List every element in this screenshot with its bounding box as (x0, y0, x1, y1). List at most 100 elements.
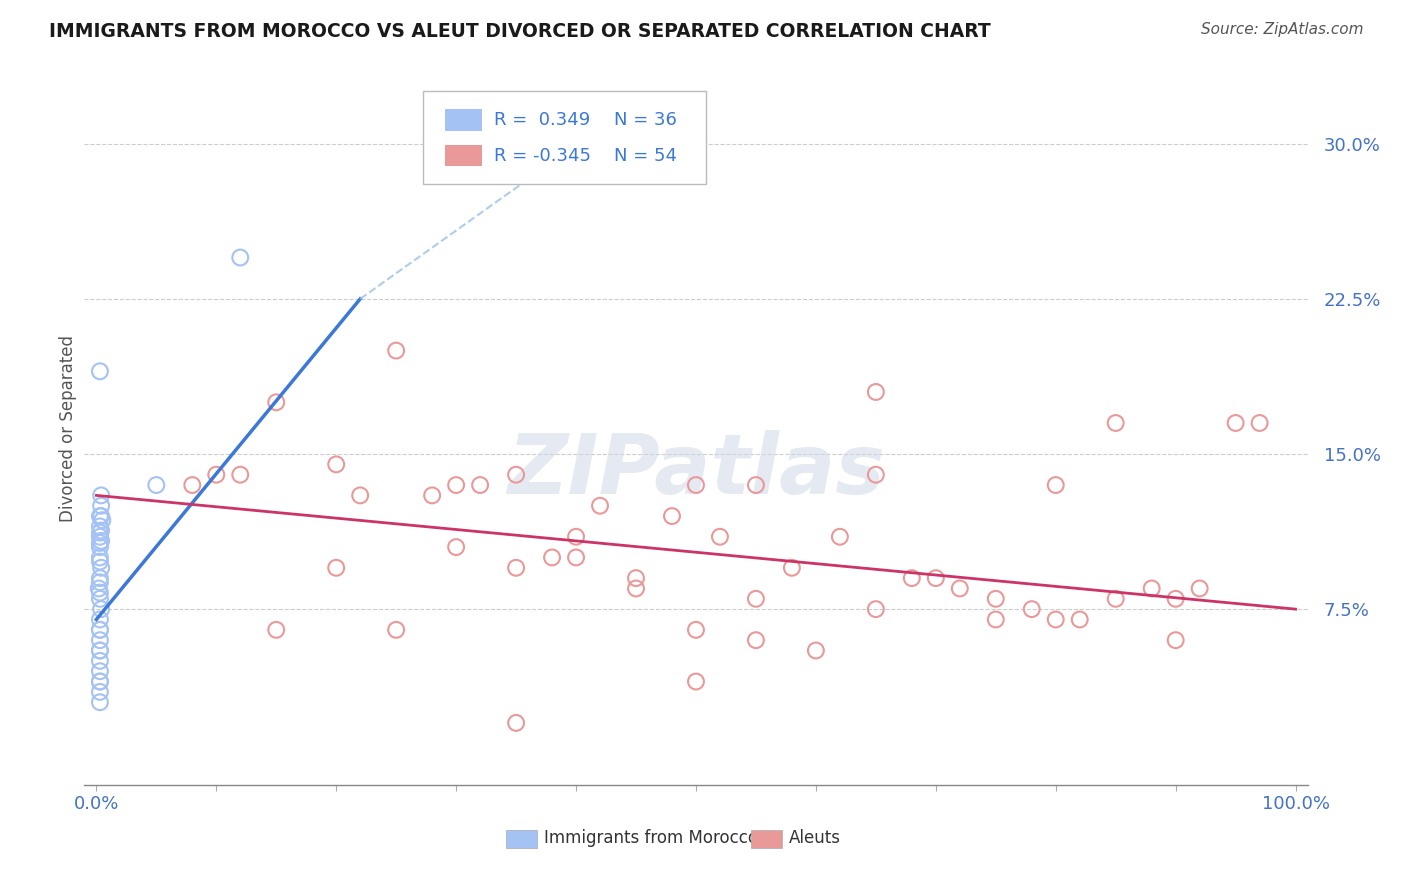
Point (505, 561, 527, 575)
Point (1225, 416, 1247, 430)
Point (89, 633, 111, 648)
Point (444, 540, 467, 554)
Point (949, 582, 972, 596)
Point (745, 591, 768, 606)
Text: Source: ZipAtlas.com: Source: ZipAtlas.com (1201, 22, 1364, 37)
Point (90, 561, 112, 575)
Point (349, 488, 371, 502)
Point (1021, 602, 1043, 616)
Text: R = -0.345: R = -0.345 (494, 146, 591, 164)
Point (264, 395, 287, 409)
Point (87, 582, 110, 596)
Point (90, 533, 112, 548)
Point (90, 499, 112, 513)
Point (589, 499, 612, 513)
Point (780, 561, 803, 575)
Point (89, 654, 111, 668)
Point (89, 623, 111, 637)
Text: Aleuts: Aleuts (789, 829, 841, 847)
Point (661, 509, 683, 524)
Point (1069, 612, 1091, 626)
Point (89, 555, 111, 569)
Point (89, 643, 111, 657)
Point (865, 384, 887, 399)
Text: ZIPatlas: ZIPatlas (508, 431, 884, 511)
Point (505, 467, 527, 482)
Point (89, 575, 111, 590)
Point (325, 458, 347, 472)
Point (865, 467, 887, 482)
Point (89, 525, 111, 540)
Point (89, 536, 111, 550)
Point (89, 509, 111, 524)
Point (1045, 612, 1067, 626)
Point (925, 571, 948, 585)
Point (89, 674, 111, 689)
Point (1249, 416, 1271, 430)
Point (181, 478, 204, 492)
Point (420, 488, 443, 502)
Point (205, 467, 228, 482)
Point (89, 623, 111, 637)
Point (90, 488, 112, 502)
Text: 100.0%: 100.0% (1261, 796, 1330, 814)
Point (229, 467, 252, 482)
Point (89, 612, 111, 626)
Point (1164, 591, 1187, 606)
Point (89, 695, 111, 709)
Point (89, 685, 111, 699)
Point (505, 715, 527, 730)
Point (1105, 416, 1128, 430)
Point (1188, 582, 1211, 596)
Point (624, 582, 647, 596)
Text: IMMIGRANTS FROM MOROCCO VS ALEUT DIVORCED OR SEPARATED CORRELATION CHART: IMMIGRANTS FROM MOROCCO VS ALEUT DIVORCE… (49, 22, 991, 41)
Point (89, 674, 111, 689)
Point (1045, 478, 1067, 492)
Point (745, 478, 768, 492)
Point (91, 513, 114, 527)
Point (90, 524, 112, 538)
Point (229, 251, 252, 265)
Point (89, 540, 111, 554)
Point (325, 561, 347, 575)
Point (264, 623, 287, 637)
Point (468, 478, 491, 492)
Point (685, 674, 707, 689)
Point (685, 478, 707, 492)
Point (745, 633, 768, 648)
Point (624, 571, 647, 585)
Point (565, 530, 588, 544)
Point (565, 550, 588, 565)
Point (89, 530, 111, 544)
Point (385, 623, 408, 637)
Point (984, 612, 1007, 626)
Text: N = 54: N = 54 (614, 146, 678, 164)
Bar (751, 830, 782, 847)
Bar (506, 830, 537, 847)
Point (89, 591, 111, 606)
Point (828, 530, 851, 544)
Point (145, 478, 167, 492)
Point (901, 571, 924, 585)
Y-axis label: Divorced or Separated: Divorced or Separated (59, 334, 77, 522)
Text: N = 36: N = 36 (614, 111, 676, 128)
Point (90, 509, 112, 524)
Point (865, 602, 887, 616)
Point (1164, 633, 1187, 648)
Point (89, 585, 111, 599)
Point (1105, 591, 1128, 606)
Text: R =  0.349: R = 0.349 (494, 111, 591, 128)
Bar (446, 145, 482, 166)
Bar (446, 109, 482, 130)
Point (804, 643, 827, 657)
Text: Immigrants from Morocco: Immigrants from Morocco (544, 829, 758, 847)
Text: 0.0%: 0.0% (73, 796, 120, 814)
Point (444, 478, 467, 492)
Point (89, 571, 111, 585)
Point (1140, 582, 1163, 596)
Point (89, 364, 111, 378)
Point (685, 623, 707, 637)
Point (89, 550, 111, 565)
Point (541, 550, 564, 565)
Point (89, 519, 111, 533)
